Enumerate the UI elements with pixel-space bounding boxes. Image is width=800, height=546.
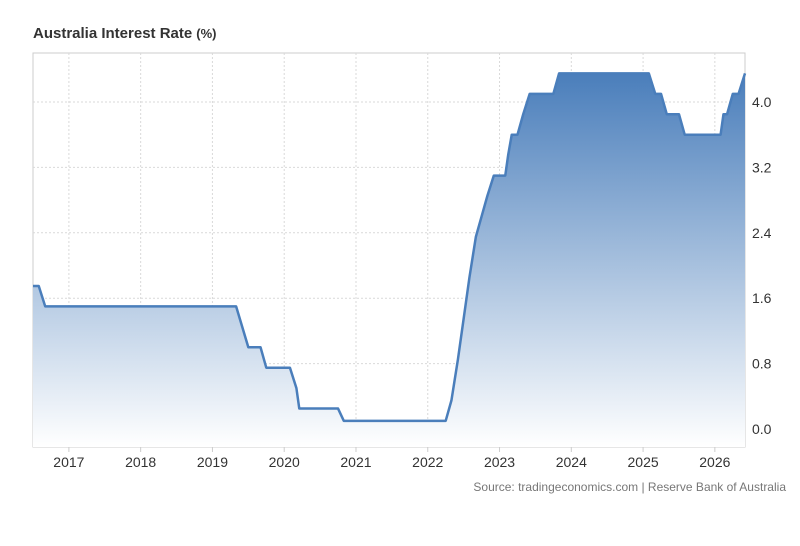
y-axis: 0.0 0.8 1.6 2.4 3.2 4.0 xyxy=(752,94,772,437)
x-tick-label: 2022 xyxy=(412,454,443,470)
x-tick-label: 2020 xyxy=(269,454,300,470)
x-tick-label: 2025 xyxy=(628,454,659,470)
x-tick-label: 2018 xyxy=(125,454,156,470)
y-tick-label: 4.0 xyxy=(752,94,772,110)
y-tick-label: 0.0 xyxy=(752,421,772,437)
x-tick-label: 2024 xyxy=(556,454,587,470)
series-area xyxy=(33,73,745,447)
series-line xyxy=(33,72,747,423)
chart-unit: (%) xyxy=(196,26,217,41)
y-tick-label: 3.2 xyxy=(752,159,772,175)
area-layer xyxy=(33,72,747,447)
chart-source: Source: tradingeconomics.com | Reserve B… xyxy=(473,480,786,494)
y-tick-label: 2.4 xyxy=(752,225,772,241)
x-axis: 2017 2018 2019 2020 2021 2022 2023 2024 2025 2026 xyxy=(53,447,731,470)
chart-title-text: Australia Interest Rate xyxy=(33,25,193,42)
chart-title: Australia Interest Rate (%) xyxy=(33,25,216,42)
x-tick-label: 2026 xyxy=(699,454,730,470)
x-tick-label: 2021 xyxy=(340,454,371,470)
y-tick-label: 1.6 xyxy=(752,290,772,306)
x-tick-label: 2019 xyxy=(197,454,228,470)
x-tick-label: 2023 xyxy=(484,454,515,470)
y-tick-label: 0.8 xyxy=(752,356,772,372)
x-tick-label: 2017 xyxy=(53,454,84,470)
